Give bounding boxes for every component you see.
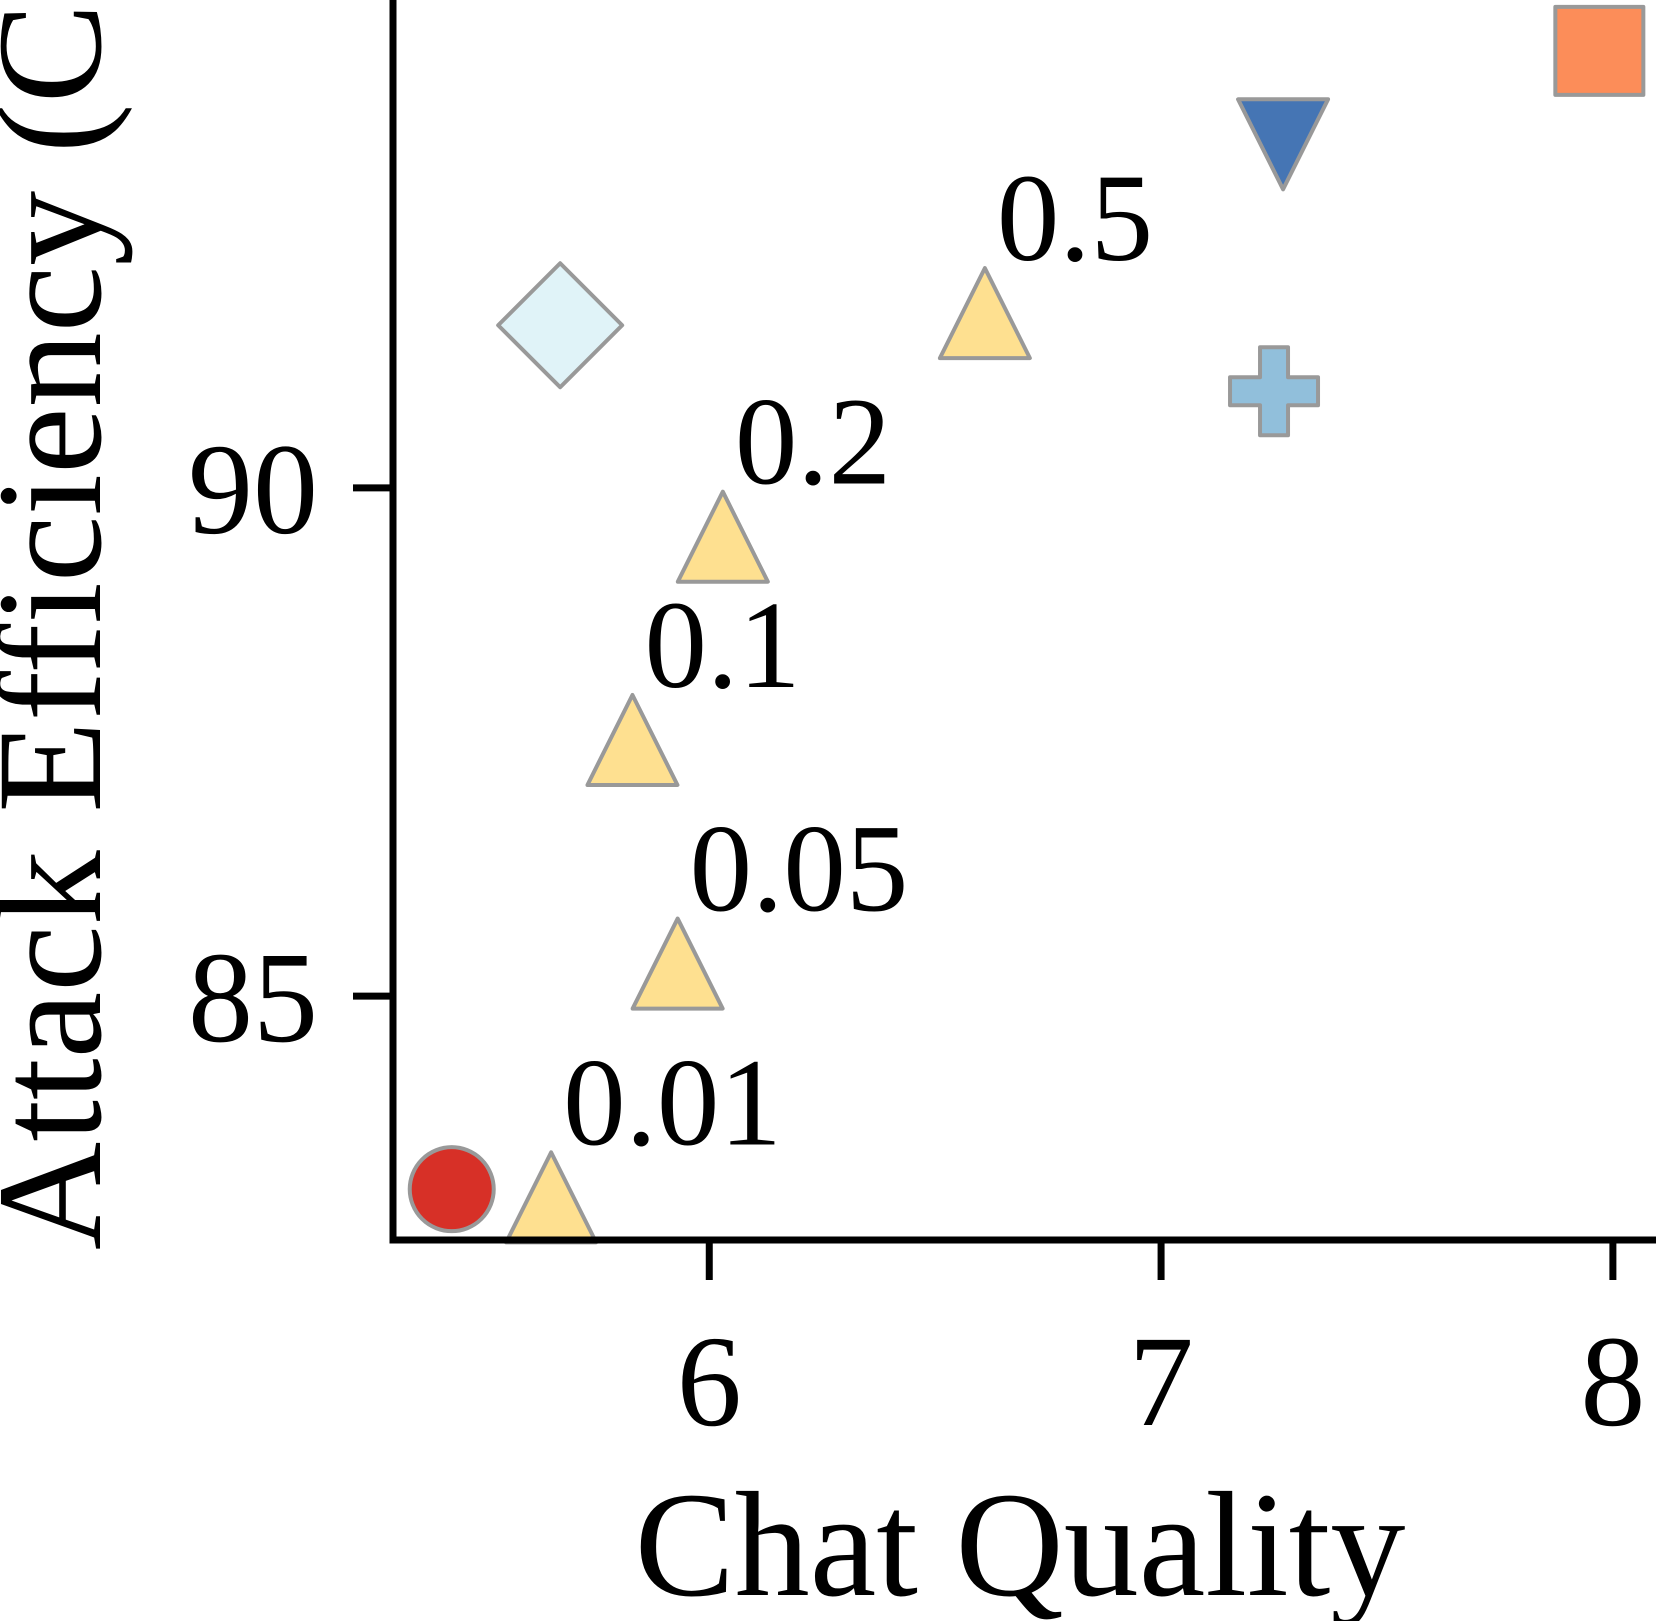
data-point-label: 0.2 [735, 374, 891, 512]
y-axis-title: Attack Efficiency (CS) [0, 0, 133, 1250]
x-axis-title: Chat Quality [635, 1462, 1406, 1621]
plot-area: 0.01 0.05 0.1 0.2 0.5 [407, 4, 1646, 1245]
plus-marker [1228, 345, 1321, 438]
x-tick-label: 6 [677, 1310, 742, 1454]
diamond-marker [496, 261, 625, 390]
x-axis-ticks: 6 7 8 [677, 1240, 1645, 1454]
y-tick-label: 85 [188, 926, 318, 1070]
circle-marker [407, 1145, 496, 1234]
y-tick-label: 90 [188, 418, 318, 562]
point-labels-layer: 0.01 0.05 0.1 0.2 0.5 [563, 150, 1153, 1172]
data-point-label: 0.5 [997, 150, 1153, 288]
square-marker [1553, 4, 1646, 97]
markers-layer [407, 4, 1646, 1245]
triangle-down-marker [1236, 97, 1331, 192]
triangle-up-marker [585, 692, 680, 787]
y-axis-ticks: 85 90 [188, 418, 393, 1070]
data-point-label: 0.1 [644, 577, 800, 715]
x-tick-label: 7 [1129, 1310, 1194, 1454]
triangle-up-marker [937, 266, 1032, 361]
triangle-up-marker [675, 489, 770, 584]
triangle-up-marker [630, 916, 725, 1011]
data-point-label: 0.05 [690, 801, 909, 939]
x-tick-label: 8 [1580, 1310, 1645, 1454]
data-point-label: 0.01 [563, 1034, 782, 1172]
